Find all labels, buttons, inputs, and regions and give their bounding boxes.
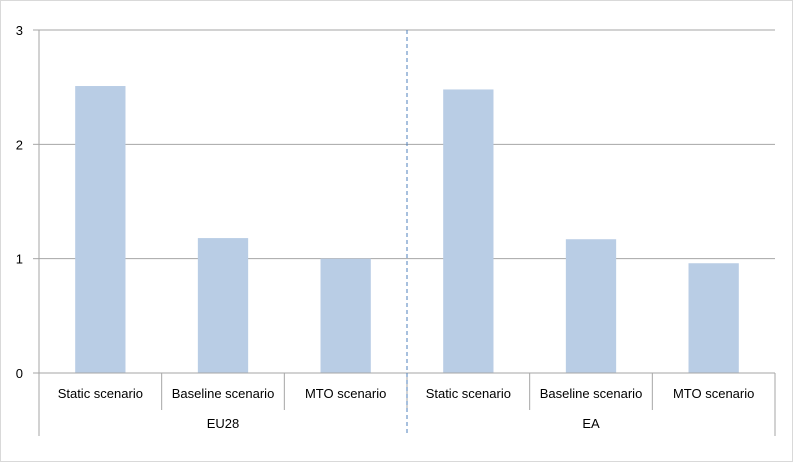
y-tick-label: 1	[16, 252, 23, 267]
y-tick-label: 3	[16, 23, 23, 38]
y-tick-label: 0	[16, 366, 23, 381]
group-label: EU28	[207, 416, 240, 431]
category-label: MTO scenario	[305, 386, 386, 401]
bar	[320, 258, 371, 373]
bar	[688, 263, 739, 373]
bar	[75, 86, 126, 374]
labels: 0 1 2 3 Static scenario Baseline scenario MTO …	[16, 23, 755, 431]
category-label: Baseline scenario	[540, 386, 643, 401]
bar	[197, 238, 249, 373]
category-label: Static scenario	[58, 386, 143, 401]
axes	[33, 29, 776, 436]
bar	[443, 89, 494, 373]
group-label: EA	[582, 416, 600, 431]
category-label: Baseline scenario	[172, 386, 275, 401]
bars	[75, 86, 739, 374]
y-tick-label: 2	[16, 137, 23, 152]
bar	[565, 239, 617, 373]
category-label: Static scenario	[426, 386, 511, 401]
category-label: MTO scenario	[673, 386, 754, 401]
